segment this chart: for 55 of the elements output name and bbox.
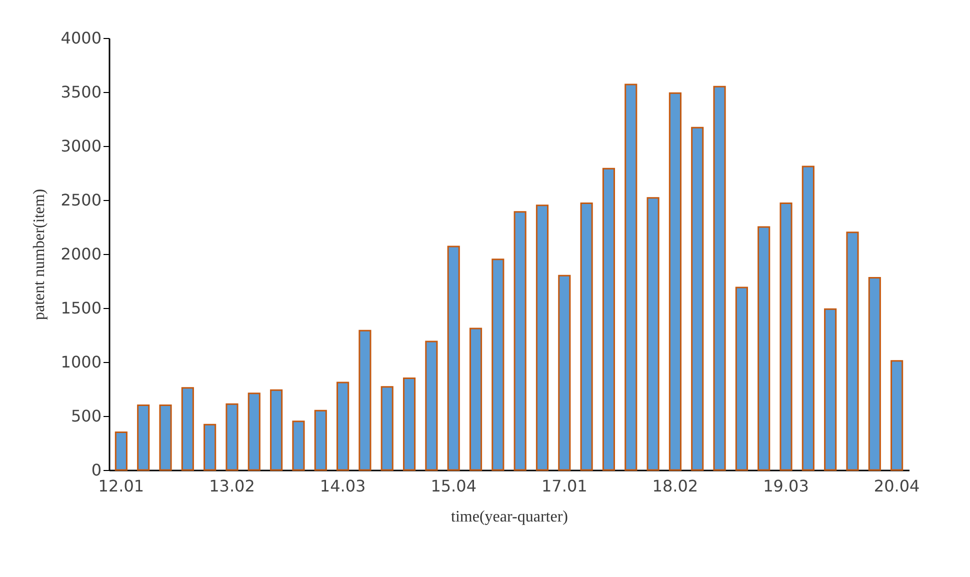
bar bbox=[447, 246, 460, 471]
bar bbox=[358, 330, 372, 471]
bar bbox=[846, 232, 859, 471]
x-tick-label: 14.03 bbox=[320, 476, 366, 496]
x-tick-label: 13.02 bbox=[209, 476, 255, 496]
y-tick-label: 1000 bbox=[60, 352, 102, 372]
x-tick-label: 12.01 bbox=[98, 476, 144, 496]
bar bbox=[780, 202, 792, 471]
x-tick-label: 15.04 bbox=[430, 476, 477, 496]
bar bbox=[624, 84, 638, 471]
x-tick-label: 20.04 bbox=[874, 476, 920, 496]
y-tick-label: 3500 bbox=[60, 82, 102, 102]
bar bbox=[181, 387, 194, 471]
bar bbox=[802, 166, 814, 471]
bar bbox=[691, 126, 704, 471]
bar bbox=[713, 86, 726, 471]
y-axis-title: patent number(item) bbox=[30, 188, 48, 320]
x-tick-label: 19.03 bbox=[763, 476, 809, 496]
bar bbox=[868, 277, 881, 471]
bar bbox=[292, 420, 305, 471]
x-tick-label: 18.02 bbox=[652, 476, 698, 496]
bar bbox=[402, 377, 416, 471]
bar bbox=[735, 286, 748, 471]
bar bbox=[159, 404, 172, 471]
bar bbox=[380, 386, 394, 471]
bar bbox=[668, 92, 682, 471]
y-tick-label: 4000 bbox=[60, 28, 102, 48]
bar bbox=[469, 328, 482, 471]
bar bbox=[114, 431, 128, 471]
bar bbox=[137, 404, 150, 471]
bar bbox=[514, 211, 526, 471]
y-tick-label: 1500 bbox=[60, 298, 102, 318]
x-tick-label: 17.01 bbox=[541, 476, 588, 496]
bar bbox=[536, 204, 549, 471]
bar bbox=[824, 308, 837, 471]
bar bbox=[602, 168, 616, 471]
bar bbox=[425, 340, 438, 471]
bar bbox=[558, 274, 571, 471]
bar bbox=[204, 424, 216, 471]
y-tick-label: 0 bbox=[91, 460, 102, 480]
y-tick-label: 3000 bbox=[60, 136, 102, 156]
y-tick-label: 500 bbox=[70, 406, 102, 426]
bar bbox=[336, 382, 350, 471]
bar bbox=[580, 202, 593, 471]
bar bbox=[226, 403, 238, 471]
bar bbox=[270, 389, 283, 471]
bar bbox=[758, 226, 770, 471]
bar bbox=[646, 197, 660, 471]
x-axis-title: time(year-quarter) bbox=[451, 508, 568, 526]
bar bbox=[890, 360, 904, 471]
y-tick-label: 2000 bbox=[60, 244, 102, 264]
y-tick-label: 2500 bbox=[60, 190, 102, 210]
bar bbox=[314, 410, 327, 471]
bar bbox=[492, 258, 504, 471]
bar bbox=[248, 392, 260, 471]
